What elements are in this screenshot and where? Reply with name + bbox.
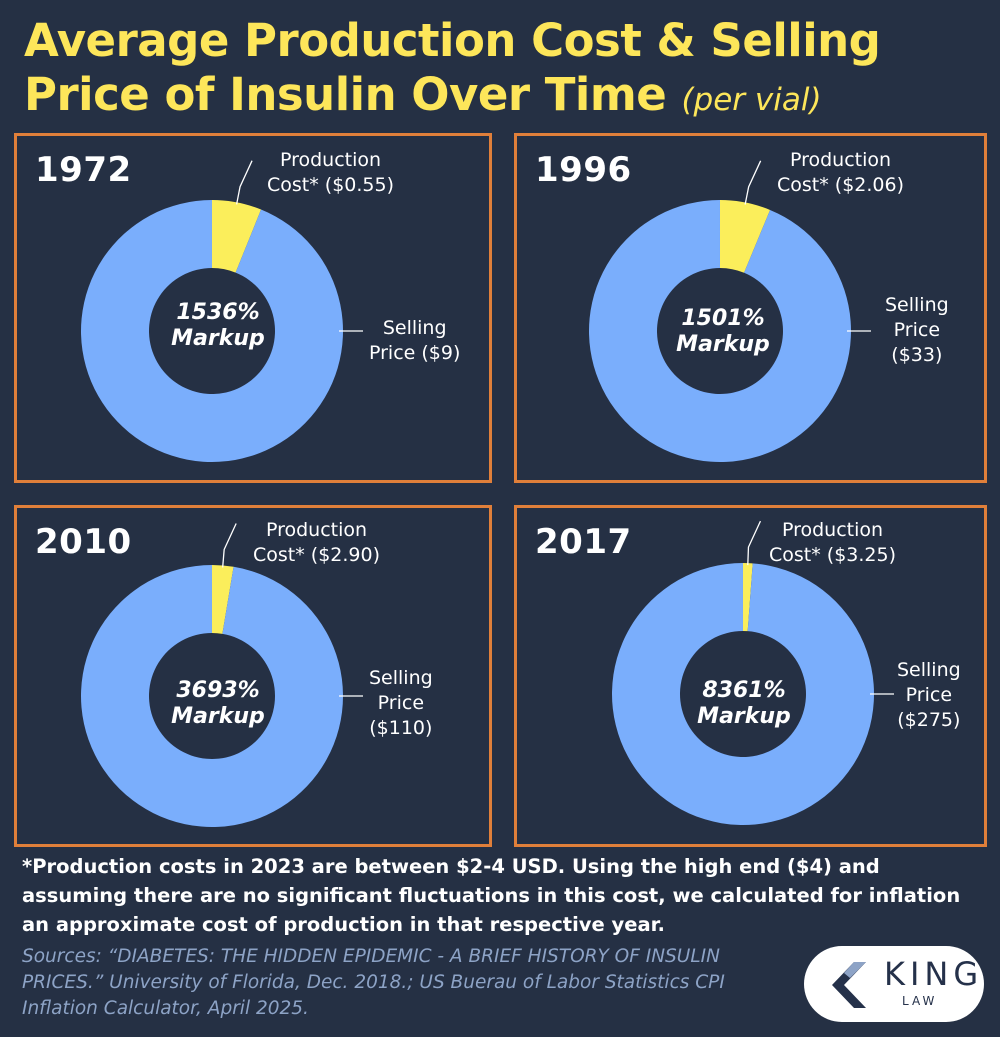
chart-title: Average Production Cost & Selling Price … [24,14,984,127]
markup-word: Markup [171,326,265,351]
markup-word: Markup [171,704,265,729]
production-leader-line [222,523,237,568]
selling-label-line1: Selling [369,667,433,689]
production-label-2010: Production Cost* ($2.90) [253,518,380,568]
production-leader-line [747,520,762,566]
selling-label-line3: ($33) [891,344,943,366]
selling-label-line1: Selling [897,659,961,681]
production-label-line2: Cost* ($2.90) [253,544,380,566]
markup-label-2017: 8361% Markup [669,678,819,730]
markup-value: 8361% [702,678,786,703]
selling-price-slice [589,200,851,463]
chevron-logo-icon [832,962,866,1008]
production-cost-slice [720,200,771,273]
year-label-2010: 2010 [35,522,132,562]
sources-citation: Sources: “DIABETES: THE HIDDEN EPIDEMIC … [22,946,725,1019]
selling-label-2010: Selling Price ($110) [369,666,433,741]
selling-price-slice [81,565,344,827]
chart-panel-1996: 1996 Production Cost* ($2.06) Selling Pr… [514,133,987,483]
production-label-1996: Production Cost* ($2.06) [777,148,904,198]
selling-label-line1: Selling [885,294,949,316]
markup-label-1996: 1501% Markup [648,306,798,358]
selling-label-line2: Price [377,692,425,714]
selling-label-line3: ($110) [369,717,433,739]
chart-panel-2010: 2010 Production Cost* ($2.90) Selling Pr… [14,505,492,847]
donut-chart-2010 [81,523,363,827]
title-line-1: Average Production Cost & Selling [24,14,881,67]
selling-label-line3: ($275) [897,709,961,731]
production-cost-slice [212,565,234,634]
production-label-line1: Production [265,519,368,541]
donut-chart-2017 [612,520,894,825]
selling-label-line1: Selling [382,317,447,339]
production-label-line2: Cost* ($2.06) [777,174,904,196]
chart-panel-1972: 1972 Production Cost* ($0.55) Selling Pr… [14,133,492,483]
markup-word: Markup [676,332,770,357]
production-cost-slice [212,200,262,273]
markup-word: Markup [697,704,791,729]
selling-price-slice [612,563,874,825]
production-label-2017: Production Cost* ($3.25) [769,518,896,568]
markup-label-1972: 1536% Markup [143,300,293,352]
production-label-line1: Production [781,519,884,541]
title-line-2-text: Price of Insulin Over Time [24,68,667,121]
logo-word: KING [884,955,984,993]
selling-label-line2: Price [893,319,941,341]
production-leader-line [235,160,253,205]
footnote: *Production costs in 2023 are between $2… [22,855,961,936]
selling-price-slice [81,200,343,462]
production-leader-line [744,160,762,205]
markup-value: 1501% [681,306,765,331]
markup-value: 1536% [176,300,260,325]
production-label-1972: Production Cost* ($0.55) [267,148,394,198]
year-label-1996: 1996 [535,150,632,190]
logo-subword: LAW [902,994,938,1008]
production-label-line1: Production [789,149,892,171]
year-label-1972: 1972 [35,150,132,190]
year-label-2017: 2017 [535,522,632,562]
selling-label-1972: Selling Price ($9) [369,316,460,366]
king-law-logo: KING LAW [804,946,984,1022]
production-label-line1: Production [279,149,382,171]
markup-value: 3693% [176,678,260,703]
title-line-2: Price of Insulin Over Time (per vial) [24,68,984,127]
title-subtitle: (per vial) [681,82,822,118]
donut-chart-1972 [81,160,363,462]
production-label-line2: Cost* ($3.25) [769,544,896,566]
production-cost-slice [743,563,753,632]
markup-label-2010: 3693% Markup [143,678,293,730]
selling-label-2017: Selling Price ($275) [897,658,961,733]
selling-label-line2: Price [905,684,953,706]
selling-label-line2: Price ($9) [369,342,461,364]
chart-panel-2017: 2017 Production Cost* ($3.25) Selling Pr… [514,505,987,847]
selling-label-1996: Selling Price ($33) [885,293,949,368]
donut-chart-1996 [589,160,871,463]
production-label-line2: Cost* ($0.55) [267,174,394,196]
